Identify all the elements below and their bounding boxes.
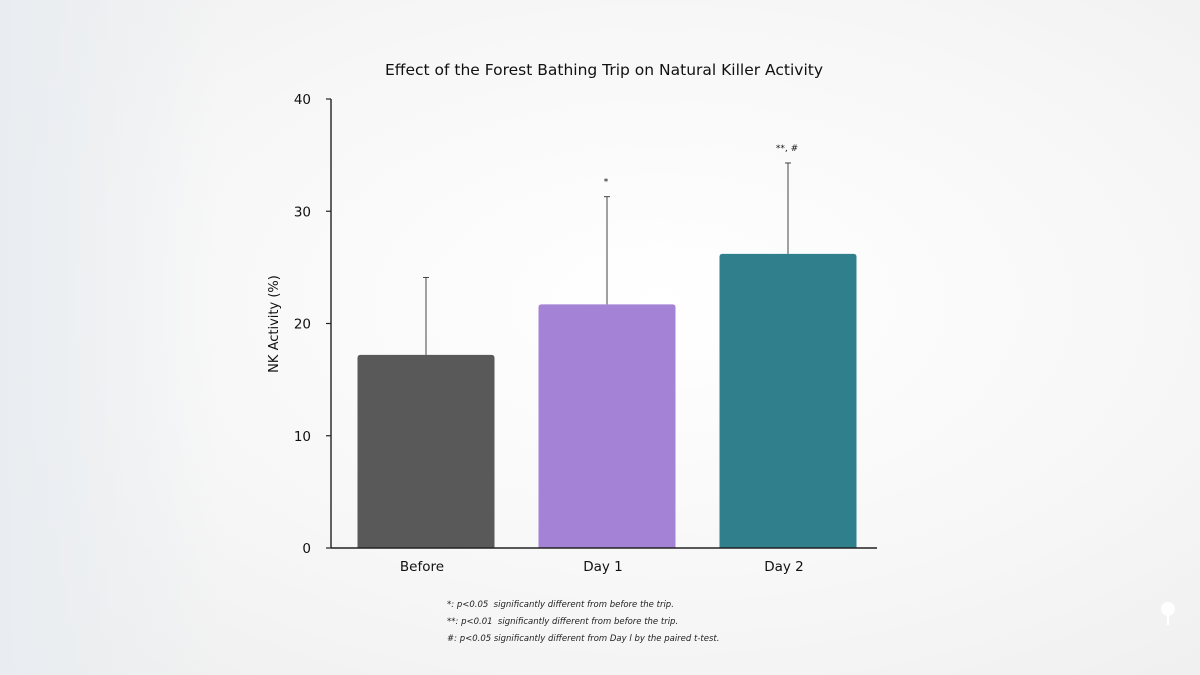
footnote-p005: *: p<0.05 significantly different from b…: [447, 600, 674, 610]
bar-day-2: [719, 253, 857, 548]
footnote-hash: #: p<0.05 significantly different from D…: [447, 634, 720, 644]
significance-annotation: *: [604, 178, 609, 188]
bar-before: [357, 354, 495, 548]
x-tick-label: Day 1: [583, 559, 623, 575]
y-tick-label: 20: [294, 317, 311, 333]
x-tick-label: Before: [400, 559, 444, 575]
chart-title: Effect of the Forest Bathing Trip on Nat…: [385, 61, 823, 79]
y-tick-label: 30: [294, 204, 311, 220]
footnotes: *: p<0.05 significantly different from b…: [447, 597, 719, 648]
y-tick-label: 40: [294, 92, 311, 108]
footnote-p001: **: p<0.01 significantly different from …: [447, 617, 679, 627]
x-tick-label: Day 2: [764, 559, 804, 575]
y-axis-label: NK Activity (%): [267, 275, 282, 373]
y-tick-label: 0: [302, 541, 311, 557]
significance-annotation: **, #: [776, 144, 798, 154]
y-tick-label: 10: [294, 429, 311, 445]
plot-area: Before * Day 1 **, # Day 2 0 10 20 30 40: [294, 92, 877, 575]
tree-logo-icon: [1161, 602, 1175, 625]
bar-day-1: [538, 304, 676, 548]
